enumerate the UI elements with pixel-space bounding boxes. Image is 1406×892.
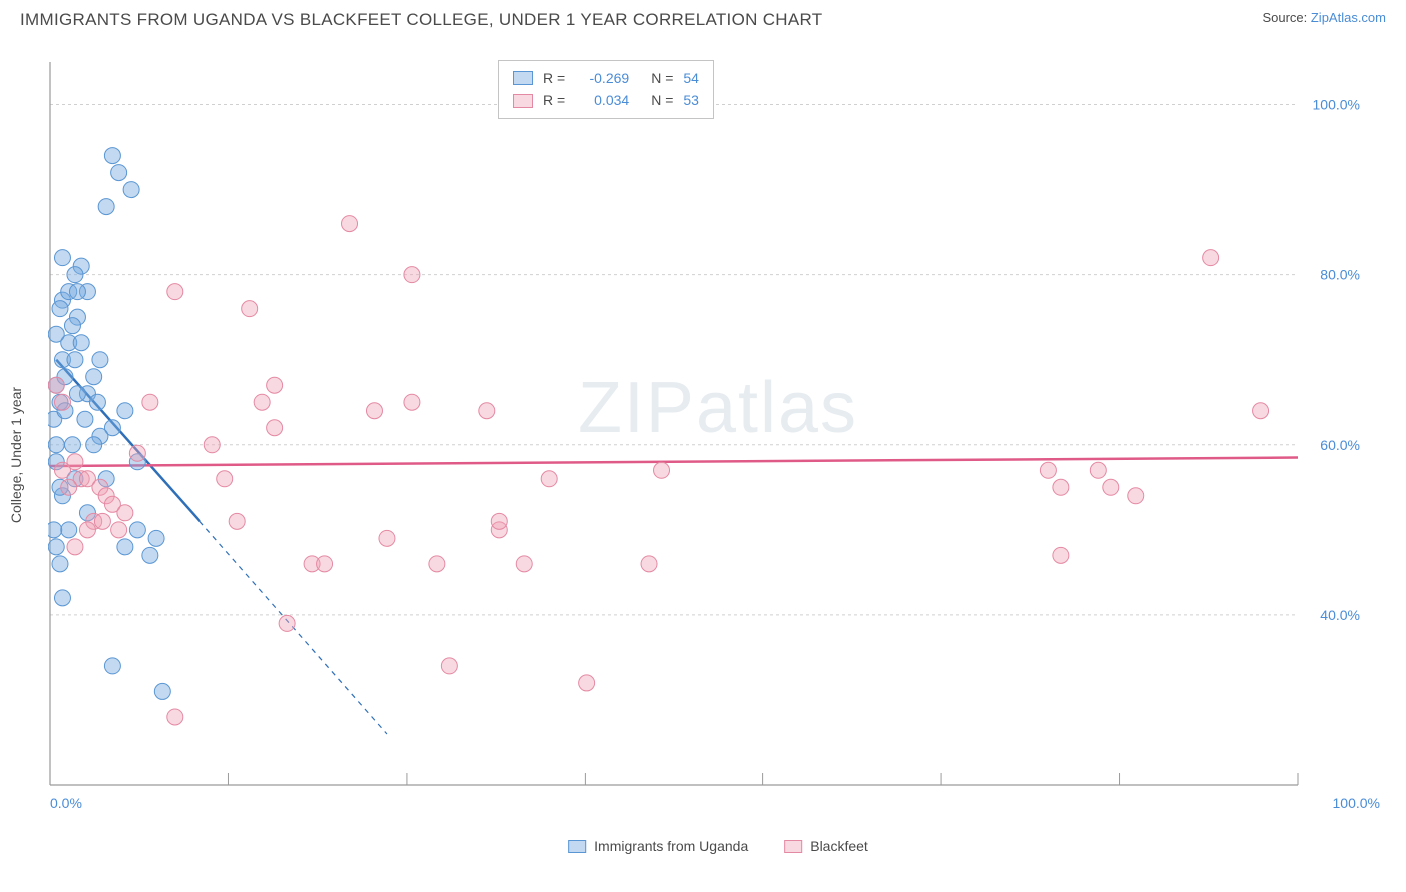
legend-label: Immigrants from Uganda — [594, 838, 748, 854]
source-link[interactable]: ZipAtlas.com — [1311, 10, 1386, 25]
legend-swatch-icon — [513, 71, 533, 85]
legend-row: R = 0.034 N = 53 — [513, 89, 699, 111]
svg-text:60.0%: 60.0% — [1320, 437, 1360, 453]
legend-series: Immigrants from Uganda Blackfeet — [568, 838, 868, 854]
legend-item: Blackfeet — [784, 838, 868, 854]
chart-area: College, Under 1 year 40.0%60.0%80.0%100… — [48, 60, 1388, 850]
y-axis-label: College, Under 1 year — [8, 387, 24, 523]
legend-swatch-icon — [784, 840, 802, 853]
x-tick-label: 100.0% — [1333, 795, 1380, 811]
svg-text:80.0%: 80.0% — [1320, 267, 1360, 283]
chart-source: Source: ZipAtlas.com — [1262, 10, 1386, 25]
scatter-plot: 40.0% 60.0% 80.0% 100.0% — [48, 60, 1368, 815]
legend-swatch-icon — [513, 94, 533, 108]
legend-row: R = -0.269 N = 54 — [513, 67, 699, 89]
legend-swatch-icon — [568, 840, 586, 853]
header: IMMIGRANTS FROM UGANDA VS BLACKFEET COLL… — [0, 0, 1406, 30]
chart-title: IMMIGRANTS FROM UGANDA VS BLACKFEET COLL… — [20, 10, 822, 30]
svg-text:100.0%: 100.0% — [1313, 97, 1360, 113]
legend-label: Blackfeet — [810, 838, 868, 854]
legend-item: Immigrants from Uganda — [568, 838, 748, 854]
x-tick-label: 0.0% — [50, 795, 82, 811]
svg-text:40.0%: 40.0% — [1320, 607, 1360, 623]
legend-correlation: R = -0.269 N = 54 R = 0.034 N = 53 — [498, 60, 714, 119]
